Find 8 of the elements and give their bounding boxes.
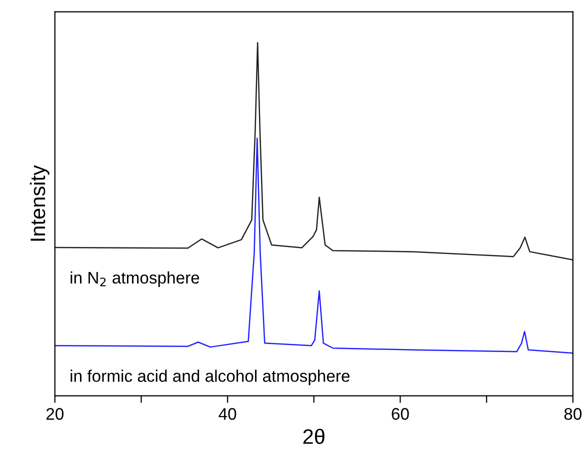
x-tick-label: 40 [218,408,236,420]
x-tick-label: 80 [564,408,582,420]
x-tick-label: 60 [392,408,409,420]
x-tick-label: 20 [46,408,64,420]
y-axis-title: Intensity [30,165,50,241]
annotation: in formic acid and alcohol atmosphere [70,370,350,386]
annotation: in N$_{2}$ atmosphere [70,271,200,287]
x-axis-title: 2θ [303,428,324,444]
